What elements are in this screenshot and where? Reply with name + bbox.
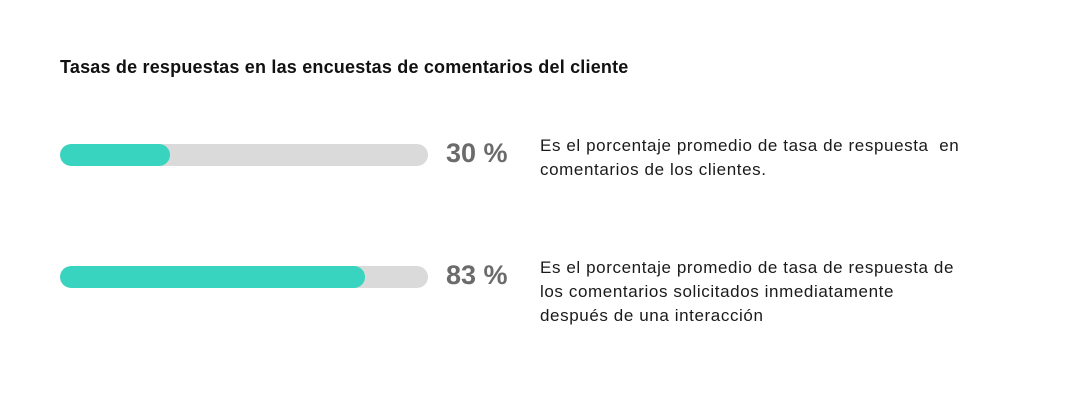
stat-row: 30 % Es el porcentaje promedio de tasa d… [60, 134, 1040, 214]
chart-title: Tasas de respuestas en las encuestas de … [60, 57, 629, 77]
progress-track [60, 144, 428, 166]
stat-description: Es el porcentaje promedio de tasa de res… [540, 258, 955, 325]
percentage-label: 83 % [446, 260, 508, 290]
progress-track [60, 266, 428, 288]
progress-fill [60, 266, 366, 288]
stat-description: Es el porcentaje promedio de tasa de res… [540, 136, 960, 179]
progress-fill [60, 144, 171, 166]
stat-row: 83 % Es el porcentaje promedio de tasa d… [60, 256, 1040, 336]
percentage-label: 30 % [446, 138, 508, 168]
